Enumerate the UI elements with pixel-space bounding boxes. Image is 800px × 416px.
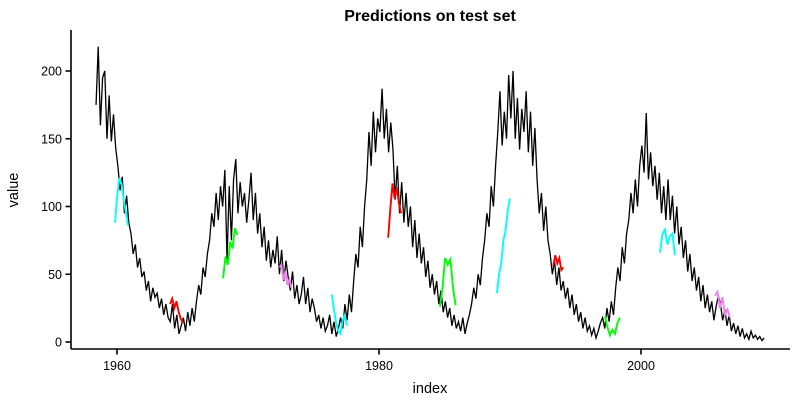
prediction-6-line (387, 183, 403, 238)
prediction-5-line (330, 294, 348, 337)
x-tick-label: 2000 (627, 359, 655, 373)
y-tick-label: 200 (41, 65, 62, 79)
prediction-11-line (659, 226, 676, 256)
prediction-1-line (114, 177, 129, 226)
y-axis-title: value (6, 173, 22, 208)
prediction-12-line (714, 289, 731, 319)
series-lines (95, 46, 765, 342)
prediction-8-line (495, 198, 511, 294)
observed-series-line (95, 46, 765, 342)
prediction-10-line (604, 316, 621, 338)
y-tick-label: 0 (55, 336, 62, 350)
axes: 0 50 100 150 200 1960 1980 2000 (41, 30, 790, 373)
prediction-9-line (552, 254, 565, 273)
y-tick-label: 100 (41, 200, 62, 214)
x-tick-label: 1960 (103, 359, 131, 373)
y-tick-label: 150 (41, 132, 62, 146)
prediction-3-line (222, 227, 239, 279)
y-tick-label: 50 (48, 268, 62, 282)
prediction-4-line (278, 262, 293, 289)
prediction-2-line (169, 295, 184, 324)
x-axis-title: index (413, 381, 448, 397)
prediction-7-line (438, 255, 457, 307)
x-tick-label: 1980 (365, 359, 393, 373)
chart-title: Predictions on test set (344, 8, 516, 25)
